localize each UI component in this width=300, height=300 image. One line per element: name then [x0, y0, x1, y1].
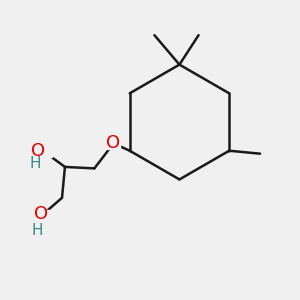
Text: O: O [106, 134, 121, 152]
Bar [34, 145, 52, 157]
Text: O: O [31, 142, 45, 160]
Text: H: H [31, 223, 43, 238]
Bar [107, 137, 120, 149]
Text: H: H [30, 156, 41, 171]
Bar [31, 210, 49, 224]
Text: O: O [34, 205, 48, 223]
